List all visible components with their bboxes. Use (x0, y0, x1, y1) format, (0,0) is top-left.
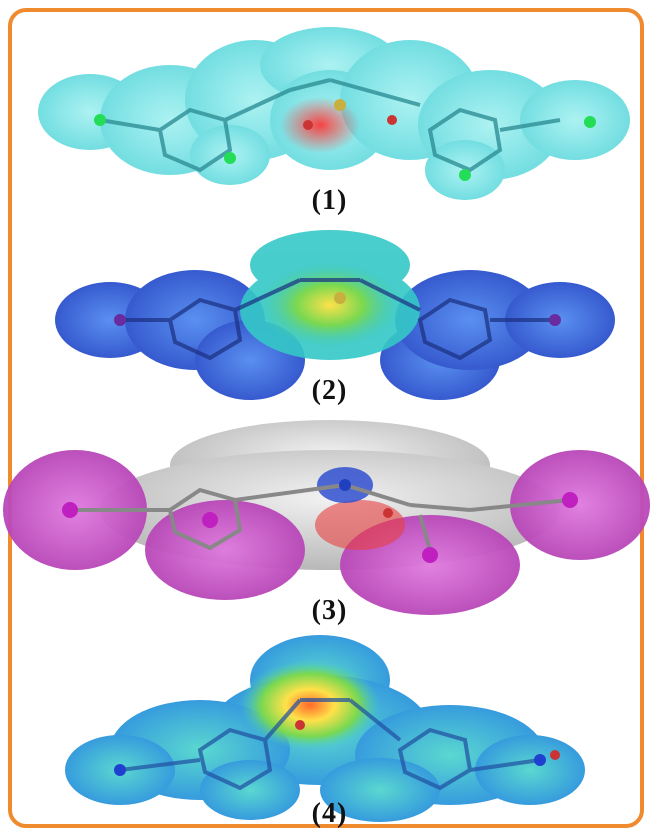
molecule-panel-2: (2) (0, 220, 659, 415)
molecule-surface-4 (65, 635, 585, 822)
molecule-panel-1: (1) (0, 20, 659, 220)
molecule-surface-2 (55, 230, 615, 400)
panel-label-1: (1) (311, 185, 348, 216)
molecule-panel-4: (4) (0, 630, 659, 836)
molecule-surface-1 (38, 27, 630, 200)
molecule-panel-3: (3) (0, 415, 659, 630)
molecule-surface-3 (3, 420, 650, 615)
panel-label-2: (2) (311, 375, 348, 406)
panel-label-3: (3) (311, 595, 348, 626)
panel-label-4: (4) (311, 798, 348, 829)
